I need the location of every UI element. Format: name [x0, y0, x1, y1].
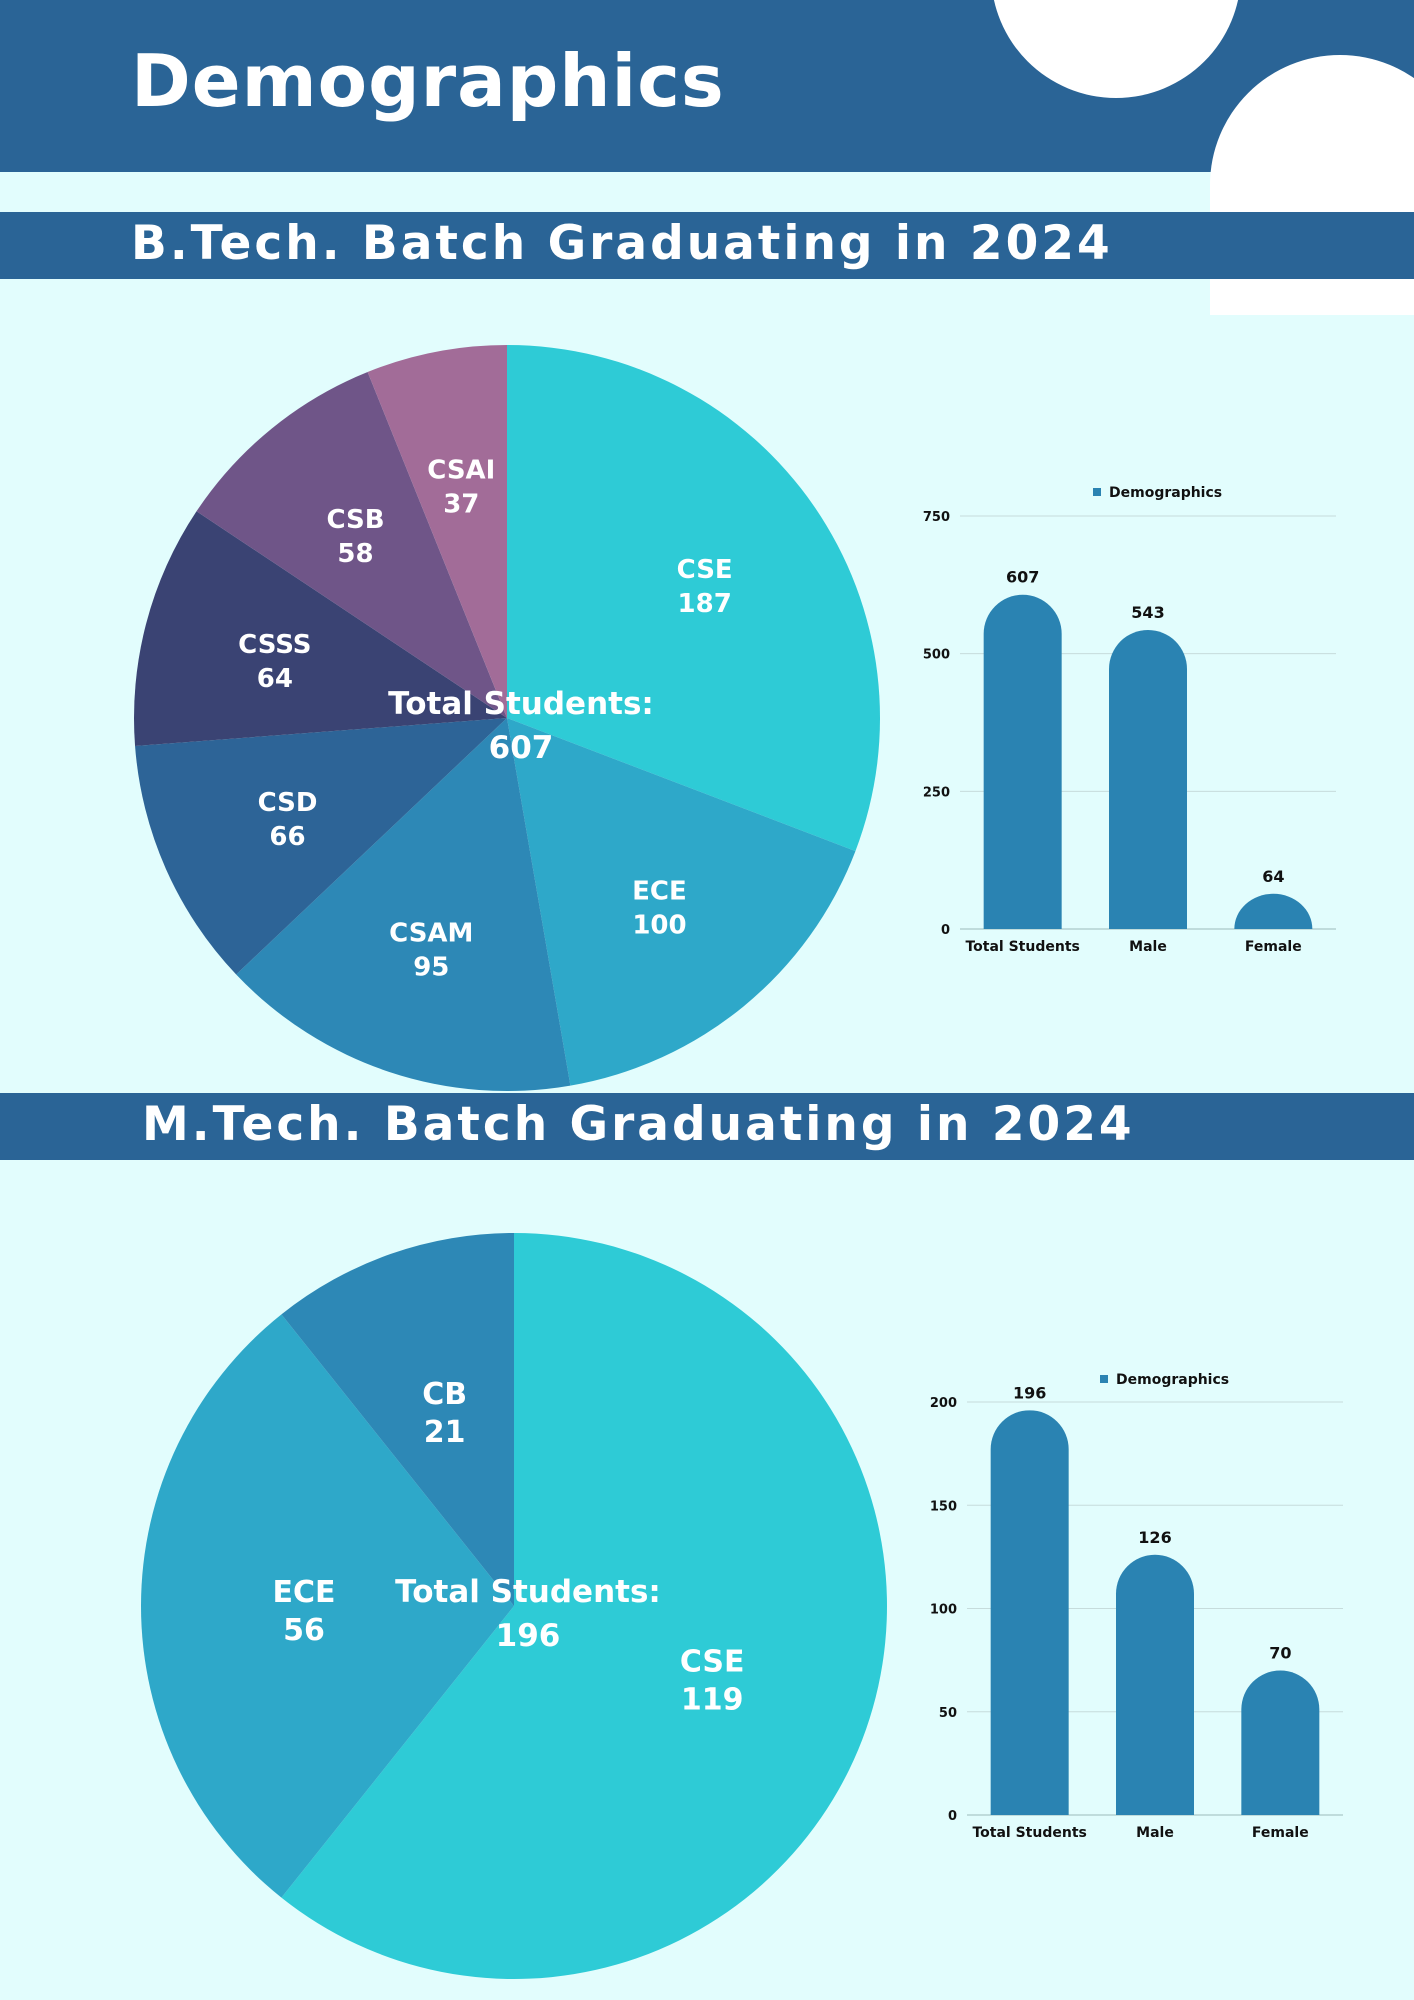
x-tick-label-male: Male — [1129, 939, 1167, 955]
y-tick-label: 200 — [930, 1396, 957, 1411]
legend-label: Demographics — [1109, 485, 1222, 501]
section-band-mtech: M.Tech. Batch Graduating in 2024 — [0, 1093, 1414, 1160]
pie-slice-csam — [236, 718, 571, 1092]
bar-female — [1234, 893, 1313, 929]
pie-slice-cse — [507, 345, 880, 852]
bar-value-total-students: 607 — [1006, 568, 1039, 587]
pie-label-csd: CSD — [258, 788, 318, 818]
pie-slice-csb — [196, 372, 507, 718]
pie-center-label: Total Students: — [395, 1574, 661, 1610]
x-tick-label-female: Female — [1245, 939, 1302, 955]
x-tick-label-total-students: Total Students — [972, 1825, 1086, 1841]
bar-value-male: 543 — [1131, 603, 1164, 622]
y-tick-label: 0 — [941, 923, 950, 938]
pie-label-csam: CSAM — [389, 919, 473, 949]
pie-slice-cb — [281, 1233, 514, 1606]
bar-value-total-students: 196 — [1013, 1383, 1046, 1402]
pie-value-csb: 58 — [337, 539, 373, 569]
y-tick-label: 150 — [930, 1499, 957, 1514]
pie-center-value: 607 — [489, 730, 554, 766]
pie-value-csss: 64 — [257, 664, 293, 694]
bar-value-female: 64 — [1262, 867, 1284, 886]
page-title: Demographics — [131, 39, 725, 123]
pie-slice-csd — [135, 718, 507, 975]
pie-value-cse: 187 — [678, 589, 732, 619]
pie-slice-cse — [281, 1233, 887, 1980]
bar-value-male: 126 — [1138, 1528, 1171, 1547]
y-tick-label: 750 — [923, 510, 950, 525]
pie-value-cse: 119 — [681, 1682, 744, 1717]
pie-slice-csss — [134, 511, 507, 746]
y-tick-label: 100 — [930, 1603, 957, 1618]
pie-label-cb: CB — [422, 1377, 467, 1412]
pie-center-label: Total Students: — [388, 686, 654, 722]
pie-label-cse: CSE — [677, 555, 733, 585]
pie-value-csd: 66 — [269, 822, 305, 852]
x-tick-label-male: Male — [1136, 1825, 1174, 1841]
section-title-btech: B.Tech. Batch Graduating in 2024 — [131, 216, 1113, 271]
x-tick-label-total-students: Total Students — [965, 939, 1079, 955]
pie-label-ece: ECE — [632, 876, 687, 906]
pie-label-csb: CSB — [326, 505, 384, 535]
bar-total-students — [983, 594, 1062, 929]
pie-slice-csai — [367, 345, 507, 718]
pie-value-ece: 100 — [632, 910, 686, 940]
pie-value-ece: 56 — [283, 1613, 325, 1648]
legend-swatch — [1100, 1375, 1108, 1383]
bar-male — [1116, 1554, 1194, 1815]
bar-female — [1241, 1670, 1320, 1815]
pie-label-ece: ECE — [272, 1575, 335, 1610]
bar-value-female: 70 — [1269, 1643, 1291, 1662]
pie-label-cse: CSE — [680, 1644, 745, 1679]
pie-value-cb: 21 — [424, 1415, 466, 1450]
bar-male — [1109, 629, 1187, 929]
y-tick-label: 250 — [923, 785, 950, 800]
pie-center-value: 196 — [496, 1618, 561, 1654]
y-tick-label: 50 — [939, 1706, 957, 1721]
pie-label-csai: CSAI — [427, 455, 495, 485]
legend-swatch — [1093, 488, 1101, 496]
x-tick-label-female: Female — [1252, 1825, 1309, 1841]
y-tick-label: 0 — [948, 1809, 957, 1824]
pie-value-csam: 95 — [413, 953, 449, 983]
bar-total-students — [990, 1410, 1069, 1815]
pie-slice-ece — [507, 718, 856, 1086]
section-title-mtech: M.Tech. Batch Graduating in 2024 — [142, 1097, 1135, 1152]
pie-value-csai: 37 — [443, 489, 479, 519]
pie-slice-ece — [140, 1314, 514, 1898]
y-tick-label: 500 — [923, 648, 950, 663]
pie-label-csss: CSSS — [238, 630, 311, 660]
legend-label: Demographics — [1116, 1372, 1229, 1388]
section-band-btech: B.Tech. Batch Graduating in 2024 — [0, 212, 1414, 279]
